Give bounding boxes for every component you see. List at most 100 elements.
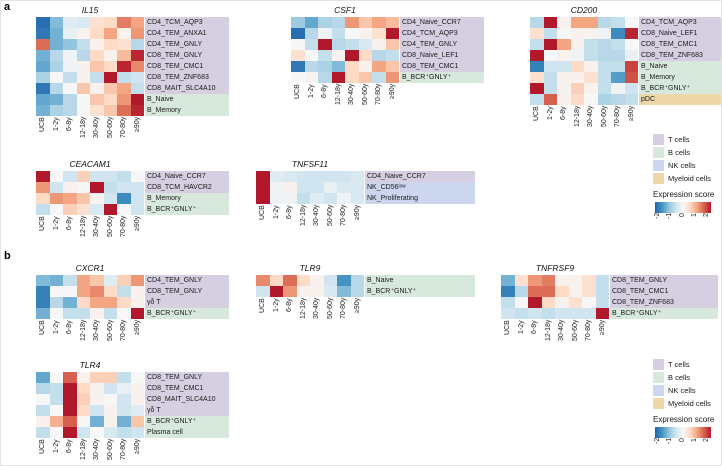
heatmap-cell [543, 72, 557, 83]
row-label-band: CD4_TCM_AQP3 CD4_TEM_ANXA1 CD4_TEM_GNLY CD8… [145, 17, 229, 116]
heatmap-grid [530, 17, 638, 105]
heatmap-cell [530, 17, 544, 28]
row-label: B_BCR⁺GNLY⁺ [145, 308, 229, 319]
x-tick-label: 50-60y [106, 320, 114, 342]
x-tick-label: 1-2y [52, 117, 60, 131]
heatmap-cell [530, 50, 544, 61]
row-label: B_BCR⁺GNLY⁺ [639, 83, 721, 94]
row-label: B_Memory [639, 72, 721, 83]
heatmap-cell [130, 394, 144, 405]
heatmap-cell [345, 28, 359, 39]
x-tick-label: 70-80y [120, 117, 127, 139]
heatmap-cell [49, 171, 63, 182]
x-tick-label: 1-2y [307, 84, 315, 98]
x-tick-label: ≥90y [627, 106, 635, 122]
heatmap-cell [76, 61, 90, 72]
heatmap-cell [63, 297, 77, 308]
heatmap-cell [543, 39, 557, 50]
heatmap-cell [350, 171, 364, 182]
heatmap-cell [130, 275, 144, 286]
heatmap-cell [130, 72, 144, 83]
x-tick-label: 12-18y [79, 216, 87, 238]
heatmap-cell [372, 39, 386, 50]
row-label: B_BCR⁺GNLY⁺ [145, 416, 229, 427]
heatmap-cell [269, 286, 283, 297]
heatmap-cell [49, 275, 63, 286]
heatmap-cell [530, 28, 544, 39]
heatmap-tnfsf11: TNFSF11 CD4_Naive_CCR7 NK_CD56ˡᵒʷ NK_Prolif… [256, 159, 475, 241]
legend-item: B cells [653, 371, 721, 384]
heatmap-cell [310, 286, 324, 297]
heatmap-cell [90, 182, 104, 193]
heatmap-cell [331, 17, 345, 28]
x-tick-label: 6-8y [321, 84, 328, 98]
row-label: CD8_MAIT_SLC4A10 [145, 83, 229, 94]
x-tick-label: UCB [504, 320, 511, 335]
heatmap-cell [530, 94, 544, 105]
x-tick-label: 50-60y [106, 216, 114, 238]
x-tick-label: 1-2y [517, 320, 525, 334]
heatmap-cell [76, 416, 90, 427]
heatmap-cell [350, 193, 364, 204]
heatmap-cell [130, 17, 144, 28]
heatmap-cell [541, 297, 555, 308]
x-tick-label: UCB [39, 216, 46, 231]
heatmap-cell [597, 83, 611, 94]
heatmap-cell [103, 394, 117, 405]
heatmap-cell [36, 193, 50, 204]
heatmap-cell [63, 28, 77, 39]
heatmap-grid [36, 372, 144, 438]
heatmap-cell [36, 17, 50, 28]
heatmap-cell [130, 308, 144, 319]
heatmap-cell [103, 405, 117, 416]
heatmap-cell [256, 275, 270, 286]
heatmap-cell [130, 383, 144, 394]
x-tick-label: 50-60y [326, 205, 334, 227]
heatmap-cell [90, 308, 104, 319]
heatmap-cell [36, 427, 50, 438]
heatmap-cell [584, 39, 598, 50]
heatmap-cell [103, 286, 117, 297]
heatmap-cell [296, 182, 310, 193]
heatmap-cell [103, 171, 117, 182]
heatmap-cell [385, 61, 399, 72]
heatmap-cell [283, 182, 297, 193]
heatmap-cell [337, 275, 351, 286]
row-label: CD8_TCM_HAVCR2 [145, 182, 229, 193]
heatmap-cell [570, 17, 584, 28]
x-tick-label: 50-60y [326, 298, 334, 320]
heatmap-cell [36, 83, 50, 94]
heatmap-cell [49, 204, 63, 215]
heatmap-cell [103, 275, 117, 286]
heatmap-cell [36, 182, 50, 193]
x-tick-label: 12-18y [79, 320, 87, 342]
heatmap-cell [310, 171, 324, 182]
heatmap-cell [76, 286, 90, 297]
x-tick-label: UCB [294, 84, 301, 99]
heatmap-cxcr1: CXCR1 CD4_TEM_GNLY CD8_TEM_GNLY γδ T B_BCR⁺G… [36, 263, 229, 356]
heatmap-title: IL15 [81, 5, 99, 15]
heatmap-tlr4: TLR4 CD8_TEM_GNLY CD8_TEM_CMC1 CD8_MAIT_SLC… [36, 360, 229, 465]
heatmap-cell [76, 394, 90, 405]
x-tick-label: 70-80y [614, 106, 621, 128]
heatmap-cell [557, 72, 571, 83]
row-label: CD8_Naive_LEF1 [639, 28, 721, 39]
heatmap-cell [624, 50, 638, 61]
heatmap-cell [584, 72, 598, 83]
heatmap-title: CSF1 [334, 5, 356, 15]
row-label-band: CD4_Naive_CCR7 CD8_TCM_HAVCR2 B_Memory B_BC… [145, 171, 229, 215]
row-label: γδ T [145, 297, 229, 308]
heatmap-cell [49, 94, 63, 105]
heatmap-cell [624, 94, 638, 105]
heatmap-cell [36, 286, 50, 297]
heatmap-cell [49, 83, 63, 94]
heatmap-cell [117, 39, 131, 50]
row-label: B_Naive [639, 61, 721, 72]
heatmap-cell [310, 193, 324, 204]
x-tick-label: 1-2y [546, 106, 554, 120]
heatmap-cell [76, 171, 90, 182]
heatmap-cell [90, 50, 104, 61]
heatmap-cell [117, 204, 131, 215]
panel-b-label: b [4, 250, 11, 262]
